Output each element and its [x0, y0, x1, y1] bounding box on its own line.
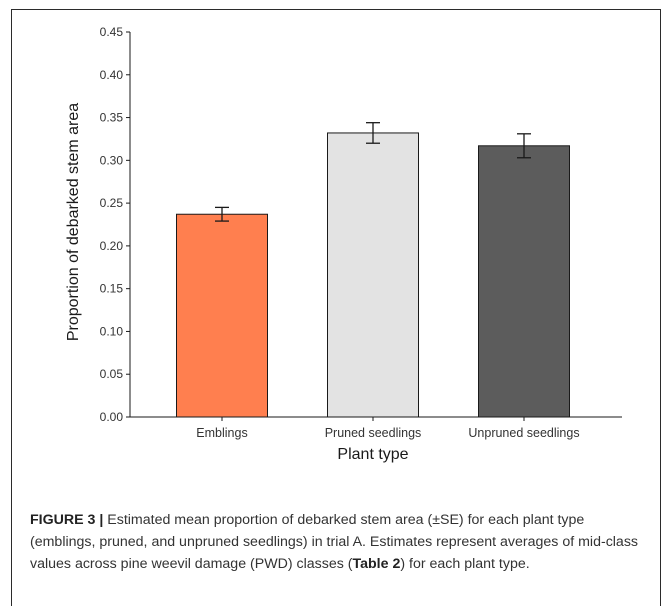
figure-frame	[11, 9, 661, 606]
y-tick-label: 0.20	[100, 239, 124, 253]
x-tick-label: Pruned seedlings	[325, 426, 422, 440]
chart-axes: 0.00 0.05 0.10 0.15 0.20 0.25 0.30 0.35 0.40 0.45…	[100, 25, 622, 440]
y-tick-label: 0.40	[100, 68, 124, 82]
x-tick-label: Emblings	[196, 426, 247, 440]
y-tick-label: 0.35	[100, 111, 124, 125]
y-tick-label: 0.25	[100, 196, 124, 210]
bar-chart: 0.00 0.05 0.10 0.15 0.20 0.25 0.30 0.35 0.40 0.45…	[65, 25, 622, 463]
x-tick-label: Unpruned seedlings	[468, 426, 579, 440]
y-axis-title: Proportion of debarked stem area	[65, 103, 82, 341]
y-tick-label: 0.15	[100, 282, 124, 296]
y-tick-label: 0.05	[100, 367, 124, 381]
y-tick-label: 0.45	[100, 25, 124, 39]
y-tick-label: 0.00	[100, 410, 124, 424]
figure-label: FIGURE 3 |	[30, 512, 104, 528]
y-tick-label: 0.30	[100, 153, 124, 167]
bar	[478, 145, 570, 418]
table-reference: Table 2	[352, 556, 401, 572]
bar	[176, 213, 268, 418]
figure-caption: FIGURE 3 | Estimated mean proportion of …	[30, 509, 650, 575]
chart-bars	[176, 122, 570, 418]
caption-text-1: Estimated mean proportion of debarked st…	[30, 512, 639, 572]
x-axis-title: Plant type	[337, 446, 408, 463]
bar	[327, 132, 419, 418]
caption-text-2: ) for each plant type.	[400, 556, 530, 572]
y-tick-label: 0.10	[100, 324, 124, 338]
